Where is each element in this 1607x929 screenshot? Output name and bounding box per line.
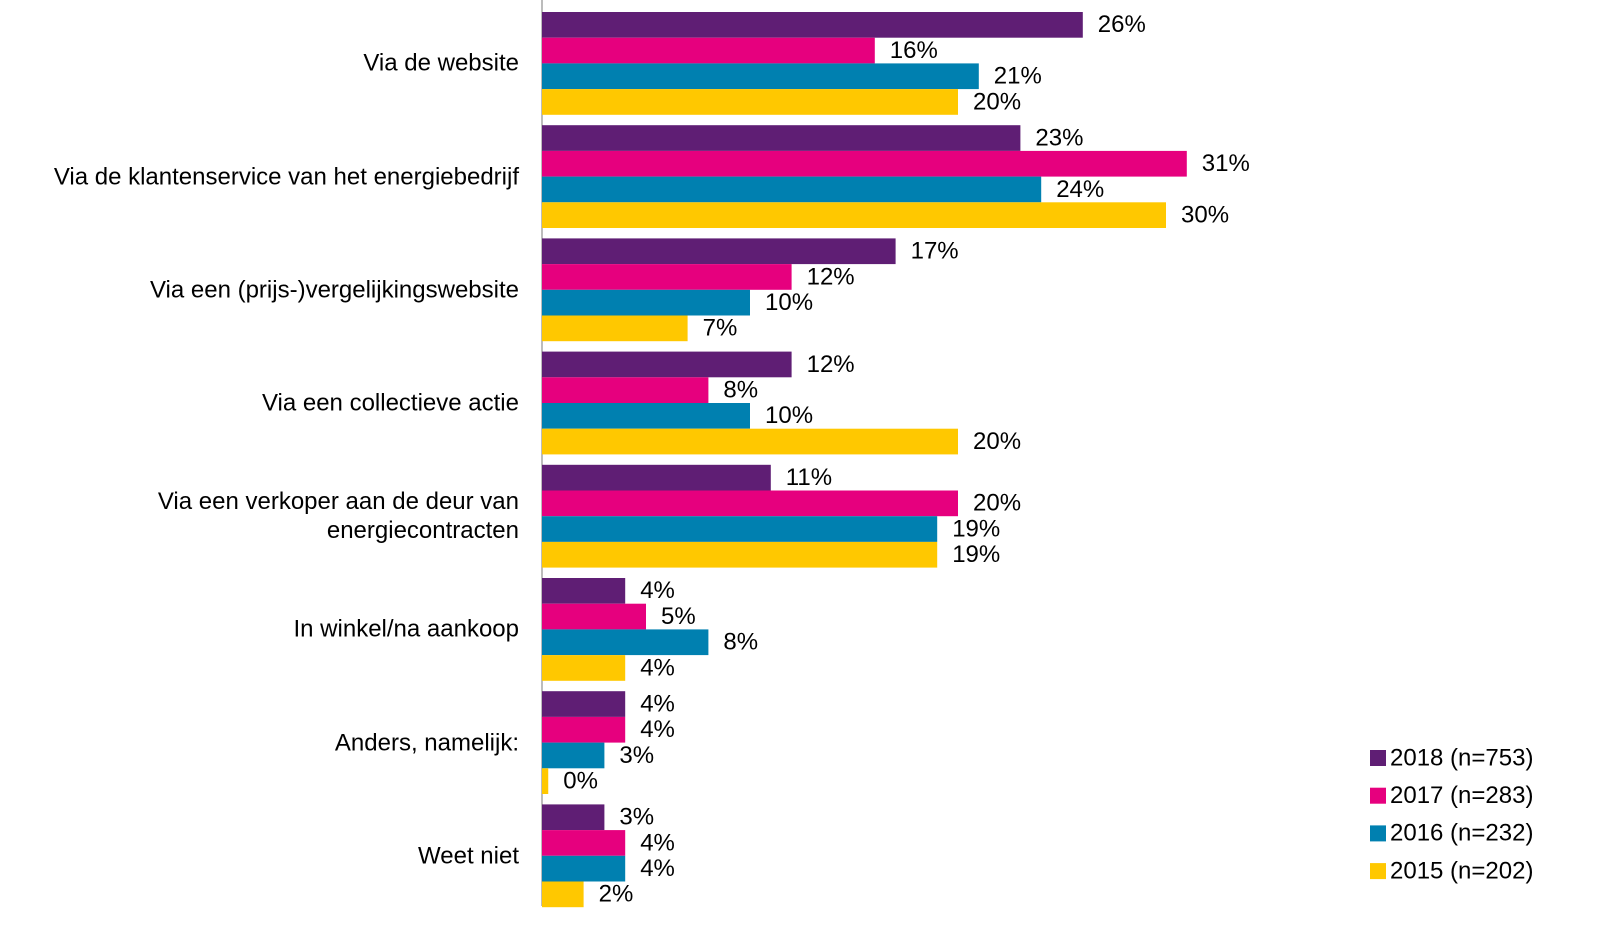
bar — [542, 578, 626, 604]
bar — [542, 716, 626, 743]
value-label: 5% — [661, 603, 696, 630]
bar — [542, 351, 792, 378]
value-label: 16% — [890, 37, 938, 64]
value-label: 23% — [1035, 124, 1083, 151]
value-label: 4% — [640, 577, 675, 604]
bar — [542, 202, 1166, 228]
value-label: 19% — [952, 541, 1000, 568]
category-label: Anders, namelijk: — [334, 729, 519, 757]
bar — [542, 768, 549, 794]
legend-swatch — [1370, 787, 1386, 804]
value-label: 4% — [640, 829, 675, 856]
value-label: 24% — [1056, 176, 1104, 203]
legend-label: 2015 (n=202) — [1390, 857, 1533, 884]
category-label: Via een verkoper aan de deur van energie… — [157, 488, 519, 545]
value-label: 2% — [599, 881, 634, 908]
bar — [542, 655, 626, 681]
value-label: 10% — [765, 402, 813, 429]
bar — [542, 629, 709, 656]
legend-swatch — [1370, 750, 1386, 766]
bar — [542, 377, 709, 403]
value-label: 17% — [911, 238, 959, 265]
bar — [542, 855, 626, 882]
value-label: 19% — [952, 515, 1000, 542]
value-label: 4% — [640, 855, 675, 882]
value-label: 4% — [640, 654, 675, 681]
category-label: Via de website — [363, 49, 519, 77]
bar — [542, 881, 584, 908]
bar — [542, 490, 958, 517]
value-label: 4% — [640, 716, 675, 743]
value-label: 7% — [703, 315, 738, 342]
value-label: 31% — [1202, 150, 1250, 177]
bar — [542, 264, 792, 290]
bar — [542, 830, 626, 856]
bar — [542, 804, 605, 831]
value-label: 8% — [723, 376, 758, 403]
value-label: 8% — [723, 629, 758, 656]
category-label: Via een collectieve actie — [261, 389, 519, 417]
legend-swatch — [1370, 825, 1386, 842]
bar — [542, 315, 688, 342]
category-label: Weet niet — [418, 842, 519, 870]
bar — [542, 428, 958, 455]
bar — [542, 63, 979, 90]
legend-label: 2017 (n=283) — [1390, 782, 1533, 809]
value-label: 4% — [640, 690, 675, 717]
bar — [542, 150, 1187, 177]
value-label: 3% — [619, 742, 654, 769]
bar — [542, 289, 750, 316]
value-label: 12% — [807, 263, 855, 290]
bar — [542, 125, 1021, 151]
category-label: Via de klantenservice van het energiebed… — [53, 163, 519, 191]
value-label: 12% — [807, 351, 855, 378]
bar — [542, 403, 750, 429]
value-label: 20% — [973, 490, 1021, 517]
value-label: 20% — [973, 428, 1021, 455]
bar — [542, 691, 626, 717]
category-label: Via een (prijs-)vergelijkingswebsite — [149, 276, 519, 304]
bar — [542, 516, 938, 542]
bar — [542, 464, 771, 491]
value-label: 21% — [994, 63, 1042, 90]
bar — [542, 238, 896, 265]
value-label: 10% — [765, 289, 813, 316]
value-label: 0% — [563, 767, 598, 794]
legend-label: 2018 (n=753) — [1390, 744, 1533, 771]
bar — [542, 12, 1083, 38]
value-label: 11% — [786, 464, 832, 491]
bar — [542, 176, 1042, 203]
bar — [542, 742, 605, 769]
legend-label: 2016 (n=232) — [1390, 820, 1533, 847]
bar — [542, 89, 958, 115]
value-label: 30% — [1181, 201, 1229, 228]
bar — [542, 603, 646, 630]
value-label: 26% — [1098, 11, 1146, 38]
value-label: 3% — [619, 804, 654, 831]
legend-swatch — [1370, 863, 1386, 880]
category-label: In winkel/na aankoop — [293, 615, 520, 643]
bar — [542, 37, 875, 64]
bar — [542, 541, 938, 568]
value-label: 20% — [973, 88, 1021, 115]
